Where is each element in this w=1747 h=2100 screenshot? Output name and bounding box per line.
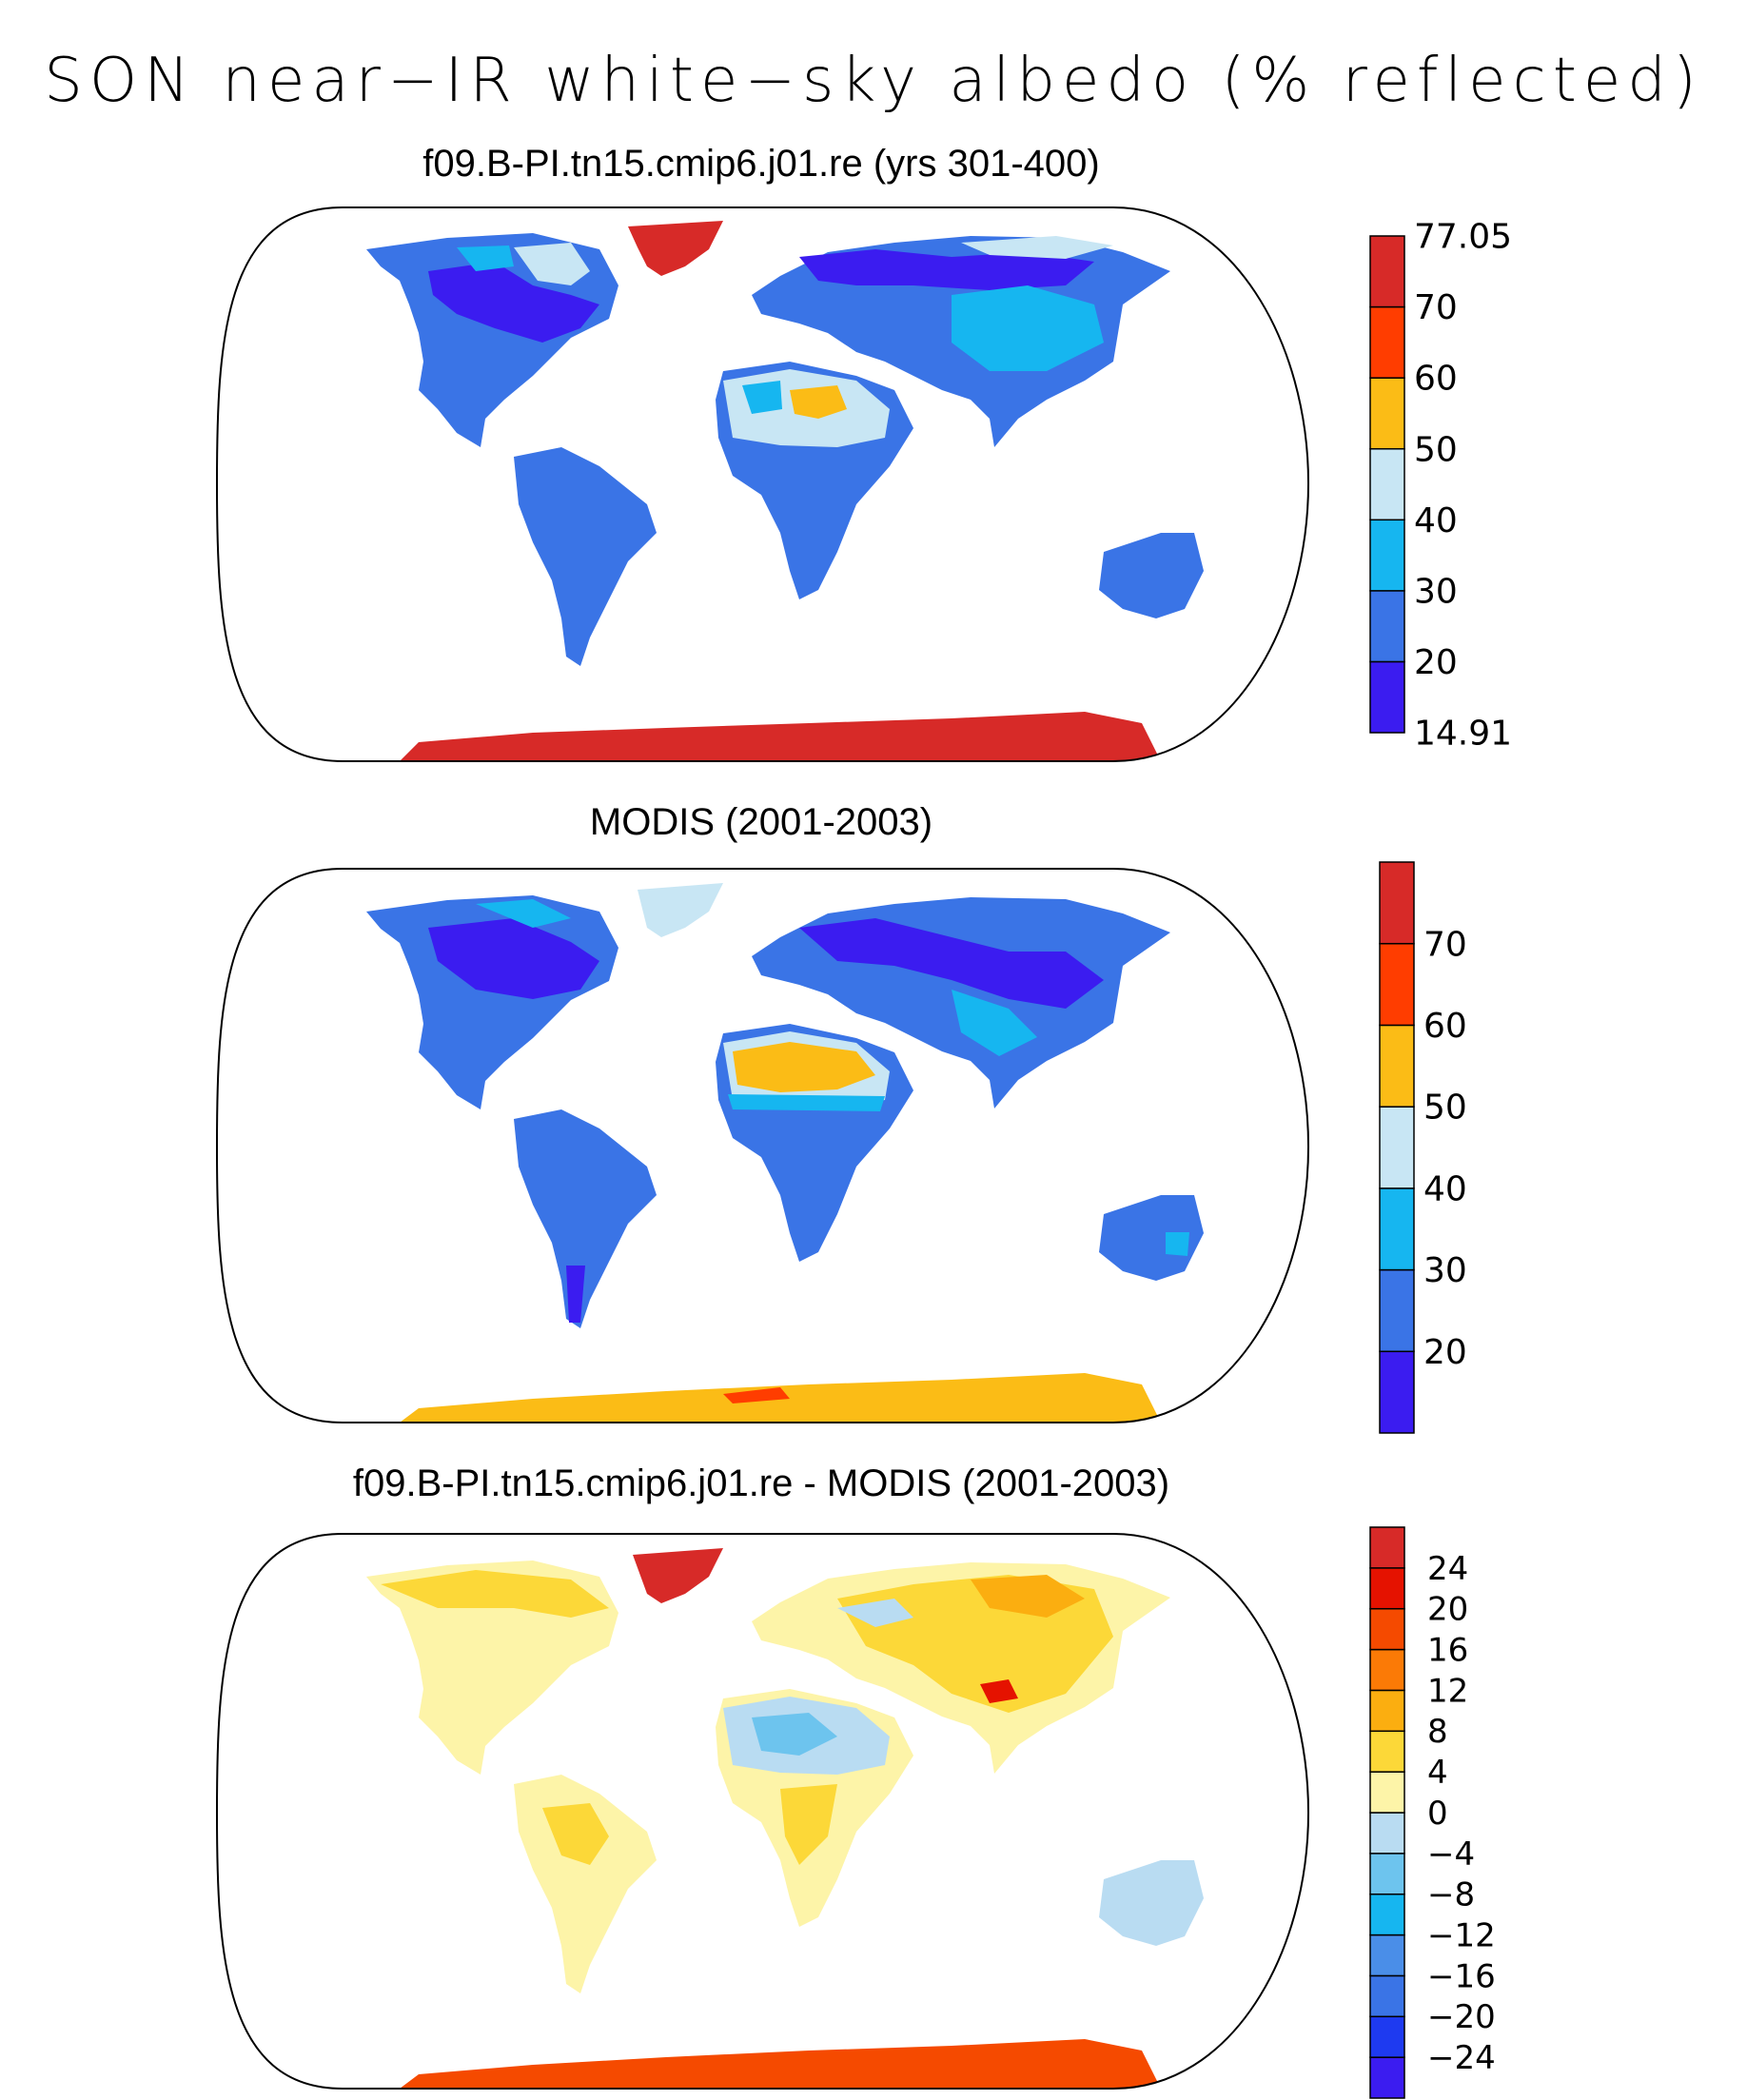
colorbar-tick-label: 40	[1423, 1169, 1467, 1208]
colorbar-tick-label: 50	[1423, 1089, 1467, 1128]
map-panel-3	[215, 1533, 1310, 2090]
colorbar-tick-label: 0	[1427, 1795, 1448, 1833]
north-america	[366, 233, 618, 447]
colorbar-tick-label: 14.91	[1414, 715, 1512, 754]
colorbar-swatch	[1369, 1689, 1405, 1733]
colorbar-tick-label: −12	[1427, 1916, 1496, 1954]
map-panel-1	[215, 206, 1310, 762]
south-america	[514, 447, 657, 666]
colorbar-tick-label: 4	[1427, 1754, 1448, 1792]
panel-3-title: f09.B-PI.tn15.cmip6.j01.re - MODIS (2001…	[352, 1462, 1170, 1504]
colorbar-swatch	[1369, 1526, 1405, 1569]
colorbar-tick-label: −16	[1427, 1957, 1496, 1995]
colorbar-tick-label: 60	[1423, 1007, 1467, 1046]
colorbar-swatch	[1369, 519, 1405, 592]
colorbar-tick-label: 20	[1423, 1333, 1467, 1372]
colorbar-swatch	[1369, 305, 1405, 379]
panel-2-title: MODIS (2001-2003)	[589, 801, 933, 843]
colorbar-tick-label: 20	[1427, 1591, 1468, 1629]
colorbar-tick-label: 16	[1427, 1631, 1468, 1669]
colorbar-swatch	[1379, 861, 1415, 945]
colorbar-swatch	[1379, 1024, 1415, 1108]
colorbar-panel-2: 20 30 40 50 60 70	[1379, 861, 1467, 1434]
colorbar-swatch	[1369, 235, 1405, 308]
colorbar-tick-label: 70	[1414, 288, 1458, 327]
colorbar-swatch	[1379, 942, 1415, 1027]
colorbar-tick-label: 24	[1427, 1550, 1468, 1588]
colorbar-swatch	[1379, 1268, 1415, 1353]
colorbar-tick-label: 50	[1414, 430, 1458, 469]
colorbar-tick-label: 30	[1423, 1251, 1467, 1290]
panel-1-title: f09.B-PI.tn15.cmip6.j01.re (yrs 301-400)	[422, 143, 1100, 185]
colorbar-tick-label: 70	[1423, 925, 1467, 964]
colorbar-tick-label: 30	[1414, 572, 1458, 611]
colorbar-swatch	[1369, 1933, 1405, 1977]
figure-title: SON near−IR white−sky albedo (% reflecte…	[44, 46, 1703, 116]
colorbar-tick-label: 40	[1414, 501, 1458, 540]
colorbar-swatch	[1369, 2015, 1405, 2058]
colorbar-tick-label: 60	[1414, 360, 1458, 399]
colorbar-tick-label: 8	[1427, 1713, 1448, 1751]
colorbar-swatch	[1369, 1607, 1405, 1651]
colorbar-swatch	[1369, 1730, 1405, 1773]
colorbar-swatch	[1369, 2056, 1405, 2099]
colorbar-swatch	[1369, 1893, 1405, 1936]
colorbar-swatch	[1379, 1350, 1415, 1434]
colorbar-tick-label: 20	[1414, 643, 1458, 682]
colorbar-swatch	[1379, 1106, 1415, 1189]
colorbar-swatch	[1369, 1853, 1405, 1895]
map-panel-2	[215, 868, 1310, 1423]
colorbar-tick-label: −20	[1427, 1998, 1496, 2036]
colorbar-swatch	[1369, 1812, 1405, 1855]
colorbar-swatch	[1369, 1567, 1405, 1610]
colorbar-swatch	[1369, 590, 1405, 663]
colorbar-tick-label: −24	[1427, 2039, 1496, 2077]
colorbar-panel-1: 14.91 20 30 40 50 60 70 77.05	[1369, 218, 1512, 754]
colorbar-swatch	[1369, 660, 1405, 734]
colorbar-swatch	[1369, 1974, 1405, 2018]
colorbar-swatch	[1369, 1648, 1405, 1692]
australia	[1099, 533, 1204, 618]
colorbar-tick-label: −4	[1427, 1835, 1475, 1874]
colorbar-swatch	[1369, 377, 1405, 450]
antarctica	[400, 712, 1161, 761]
colorbar-tick-label: −8	[1427, 1876, 1475, 1914]
colorbar-tick-label: 12	[1427, 1672, 1468, 1710]
colorbar-tick-label: 77.05	[1414, 218, 1512, 257]
colorbar-swatch	[1379, 1187, 1415, 1271]
colorbar-swatch	[1369, 1771, 1405, 1814]
greenland	[628, 221, 723, 276]
colorbar-swatch	[1369, 447, 1405, 521]
